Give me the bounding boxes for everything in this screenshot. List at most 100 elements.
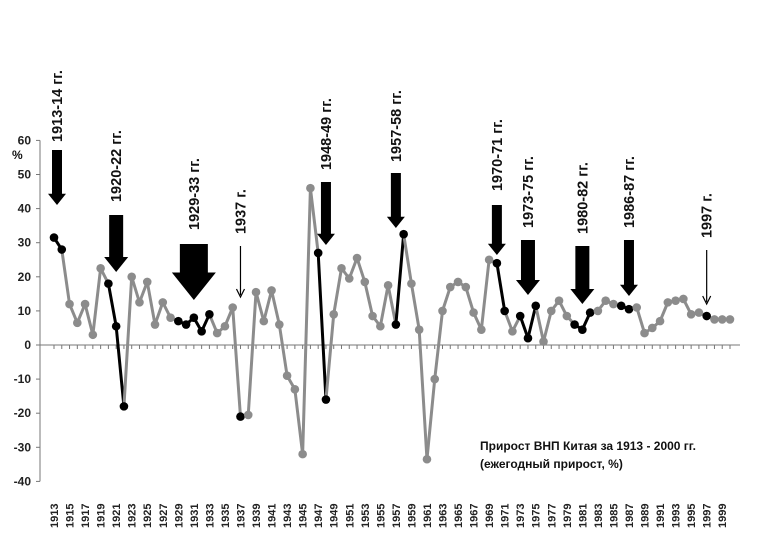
- series-segment: [433, 309, 444, 381]
- x-tick-label: 1919: [96, 504, 108, 528]
- data-point: [523, 333, 533, 343]
- period-label: 1970-71 гг.: [490, 119, 506, 191]
- data-point: [438, 306, 447, 316]
- x-tick-label: 1951: [344, 504, 356, 528]
- series-segment: [308, 186, 320, 255]
- period-label: 1957-58 гг.: [389, 90, 405, 162]
- period-label: 1929-33 гг.: [187, 158, 203, 230]
- series-segment: [378, 283, 390, 328]
- y-tick-label: -20: [14, 406, 32, 420]
- series-segment: [324, 312, 336, 402]
- series-segment: [534, 304, 546, 344]
- series-segment: [145, 280, 157, 327]
- series-segment: [332, 266, 343, 316]
- x-tick-label: 1967: [469, 504, 481, 528]
- period-arrow: [104, 215, 129, 272]
- series-segment: [293, 387, 305, 456]
- data-point: [236, 412, 245, 421]
- x-tick-label: 1931: [189, 504, 201, 528]
- data-point: [104, 279, 113, 288]
- x-tick-label: 1925: [142, 504, 154, 528]
- x-tick-label: 1953: [360, 504, 372, 528]
- data-point: [655, 316, 665, 326]
- data-point: [65, 299, 74, 309]
- data-point: [469, 308, 478, 317]
- data-point: [570, 320, 579, 329]
- data-point: [616, 301, 626, 311]
- x-tick-label: 1957: [391, 504, 403, 528]
- series-segment: [91, 266, 103, 337]
- data-point: [453, 277, 463, 287]
- series-segment: [394, 232, 406, 327]
- x-tick-label: 1977: [546, 504, 558, 528]
- data-point: [181, 320, 191, 329]
- y-tick-label: -30: [14, 440, 32, 454]
- x-tick-label: 1993: [671, 504, 683, 528]
- x-tick-label: 1969: [484, 504, 496, 528]
- x-tick-label: 1947: [313, 504, 325, 528]
- data-point: [329, 310, 339, 319]
- period-arrow: [515, 240, 540, 295]
- x-tick-label: 1995: [686, 504, 698, 528]
- series-segment: [114, 324, 126, 408]
- series-segment: [231, 305, 242, 419]
- period-arrow: [570, 246, 595, 304]
- data-point: [702, 311, 711, 321]
- series-segment: [526, 304, 538, 340]
- y-tick-label: 60: [18, 133, 32, 147]
- data-point: [337, 263, 346, 273]
- period-arrows: 1913-14 гг. 1920-22 гг. 1929-33 гг. 1937 г.…: [48, 70, 716, 306]
- data-point: [282, 371, 292, 380]
- x-tick-label: 1959: [406, 504, 418, 528]
- x-tick-label: 1949: [329, 504, 341, 528]
- data-point: [663, 298, 673, 307]
- series-segment: [262, 288, 274, 323]
- series-segment: [60, 248, 72, 306]
- chart-annotation-line2: (ежегодный прирост, %): [480, 457, 623, 471]
- x-tick-label: 1917: [80, 504, 92, 528]
- x-tick-label: 1985: [608, 504, 620, 528]
- period-arrowhead: [235, 288, 246, 299]
- data-point: [80, 299, 90, 309]
- series-segment: [106, 282, 118, 328]
- data-point: [376, 321, 385, 331]
- data-point: [640, 328, 649, 338]
- y-tick-label: 10: [18, 304, 32, 318]
- data-point: [694, 308, 704, 317]
- period-arrow: [316, 182, 335, 245]
- data-point: [578, 325, 587, 334]
- data-point: [243, 410, 253, 420]
- data-point: [205, 310, 214, 319]
- x-tick-label: 1927: [158, 504, 170, 528]
- data-point: [671, 296, 680, 305]
- series-segment: [417, 328, 429, 461]
- data-point: [174, 316, 183, 326]
- data-point: [360, 277, 370, 287]
- data-point: [259, 316, 269, 326]
- x-tick-label: 1939: [251, 504, 263, 528]
- data-point: [609, 299, 618, 309]
- data-point: [422, 454, 432, 464]
- data-point: [539, 337, 548, 346]
- data-point: [710, 315, 719, 324]
- data-point: [166, 313, 175, 323]
- data-point: [391, 320, 401, 329]
- data-point: [399, 229, 408, 239]
- x-tick-label: 1961: [422, 504, 434, 528]
- data-point: [368, 311, 377, 321]
- x-tick-label: 1965: [453, 504, 465, 528]
- data-point: [313, 248, 323, 258]
- period-label: 1973-75 гг.: [521, 156, 537, 228]
- period-label: 1948-49 гг.: [319, 98, 335, 170]
- data-point: [632, 303, 642, 312]
- x-tick-label: 1945: [298, 504, 310, 528]
- data-point: [445, 282, 455, 292]
- x-tick-label: 1943: [282, 504, 294, 528]
- data-point: [717, 315, 727, 324]
- x-tick-label: 1991: [655, 504, 667, 528]
- series-segment: [254, 290, 266, 323]
- data-point: [344, 274, 354, 283]
- data-point: [647, 323, 657, 333]
- x-tick-label: 1979: [562, 504, 574, 528]
